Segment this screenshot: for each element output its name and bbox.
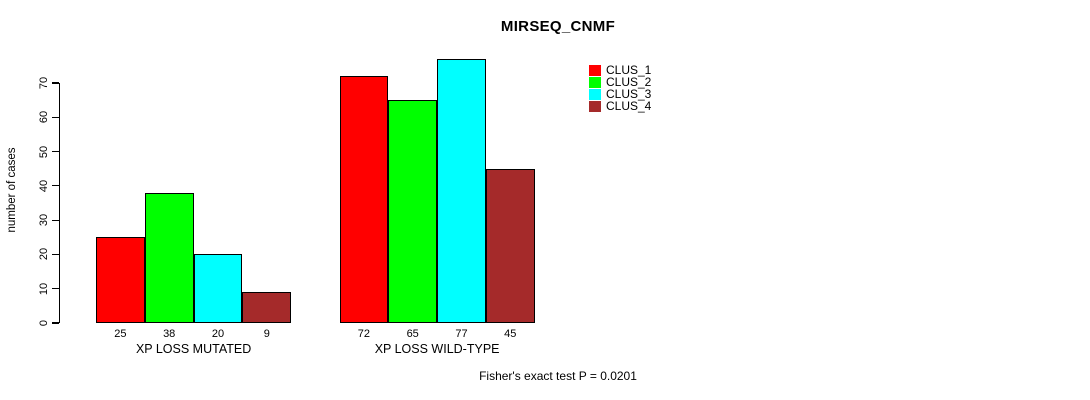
chart-title: MIRSEQ_CNMF bbox=[500, 18, 616, 35]
y-tick-mark bbox=[52, 116, 59, 118]
bar-clus_4 bbox=[485, 168, 535, 323]
bar-clus_3 bbox=[437, 59, 486, 323]
bar-value-label: 72 bbox=[357, 328, 371, 340]
y-tick-mark bbox=[52, 322, 59, 324]
y-tick-mark bbox=[52, 288, 59, 290]
bar-value-label: 9 bbox=[263, 328, 270, 340]
y-tick-mark bbox=[52, 253, 59, 256]
y-tick-label: 40 bbox=[38, 179, 50, 192]
y-tick-mark bbox=[52, 219, 59, 221]
bar-clus_1 bbox=[339, 76, 389, 323]
y-axis-line bbox=[59, 83, 61, 323]
y-tick-mark bbox=[52, 185, 59, 187]
legend-item: CLUS_4 bbox=[589, 100, 651, 112]
x-group-label: XP LOSS MUTATED bbox=[135, 342, 252, 356]
bar-value-label: 77 bbox=[455, 328, 468, 340]
annotation-text: Fisher's exact test P = 0.0201 bbox=[479, 369, 637, 383]
x-group-label: XP LOSS WILD-TYPE bbox=[374, 342, 500, 356]
legend-label: CLUS_3 bbox=[606, 87, 652, 101]
legend-swatch-icon bbox=[589, 76, 601, 88]
y-tick-label: 20 bbox=[38, 248, 50, 261]
y-tick-mark bbox=[52, 82, 59, 84]
legend-swatch-icon bbox=[589, 88, 601, 100]
bar-clus_2 bbox=[388, 100, 438, 323]
bar-value-label: 38 bbox=[163, 328, 176, 340]
y-tick-label: 10 bbox=[38, 282, 50, 295]
bar-clus_4 bbox=[242, 292, 292, 323]
legend-label: CLUS_1 bbox=[606, 63, 652, 77]
bar-clus_3 bbox=[193, 254, 243, 323]
legend-item: CLUS_1 bbox=[589, 64, 651, 76]
bar-value-label: 65 bbox=[406, 328, 419, 340]
legend-item: CLUS_2 bbox=[589, 76, 651, 88]
legend-label: CLUS_4 bbox=[606, 99, 652, 113]
y-tick-label: 0 bbox=[38, 319, 50, 327]
bar-clus_1 bbox=[96, 237, 145, 323]
legend-swatch-icon bbox=[589, 100, 601, 112]
bar-value-label: 45 bbox=[504, 328, 517, 340]
bar-clus_2 bbox=[144, 192, 194, 323]
legend-swatch-icon bbox=[589, 64, 601, 76]
bar-value-label: 25 bbox=[114, 328, 127, 340]
y-tick-label: 70 bbox=[38, 76, 50, 90]
legend: CLUS_1 CLUS_2 CLUS_3 CLUS_4 bbox=[589, 64, 651, 112]
bar-value-label: 20 bbox=[211, 328, 225, 340]
y-tick-label: 60 bbox=[38, 111, 50, 124]
y-tick-mark bbox=[52, 150, 59, 153]
legend-item: CLUS_3 bbox=[589, 88, 651, 100]
y-tick-label: 50 bbox=[38, 145, 50, 158]
legend-label: CLUS_2 bbox=[606, 75, 652, 89]
y-tick-label: 30 bbox=[38, 214, 50, 227]
